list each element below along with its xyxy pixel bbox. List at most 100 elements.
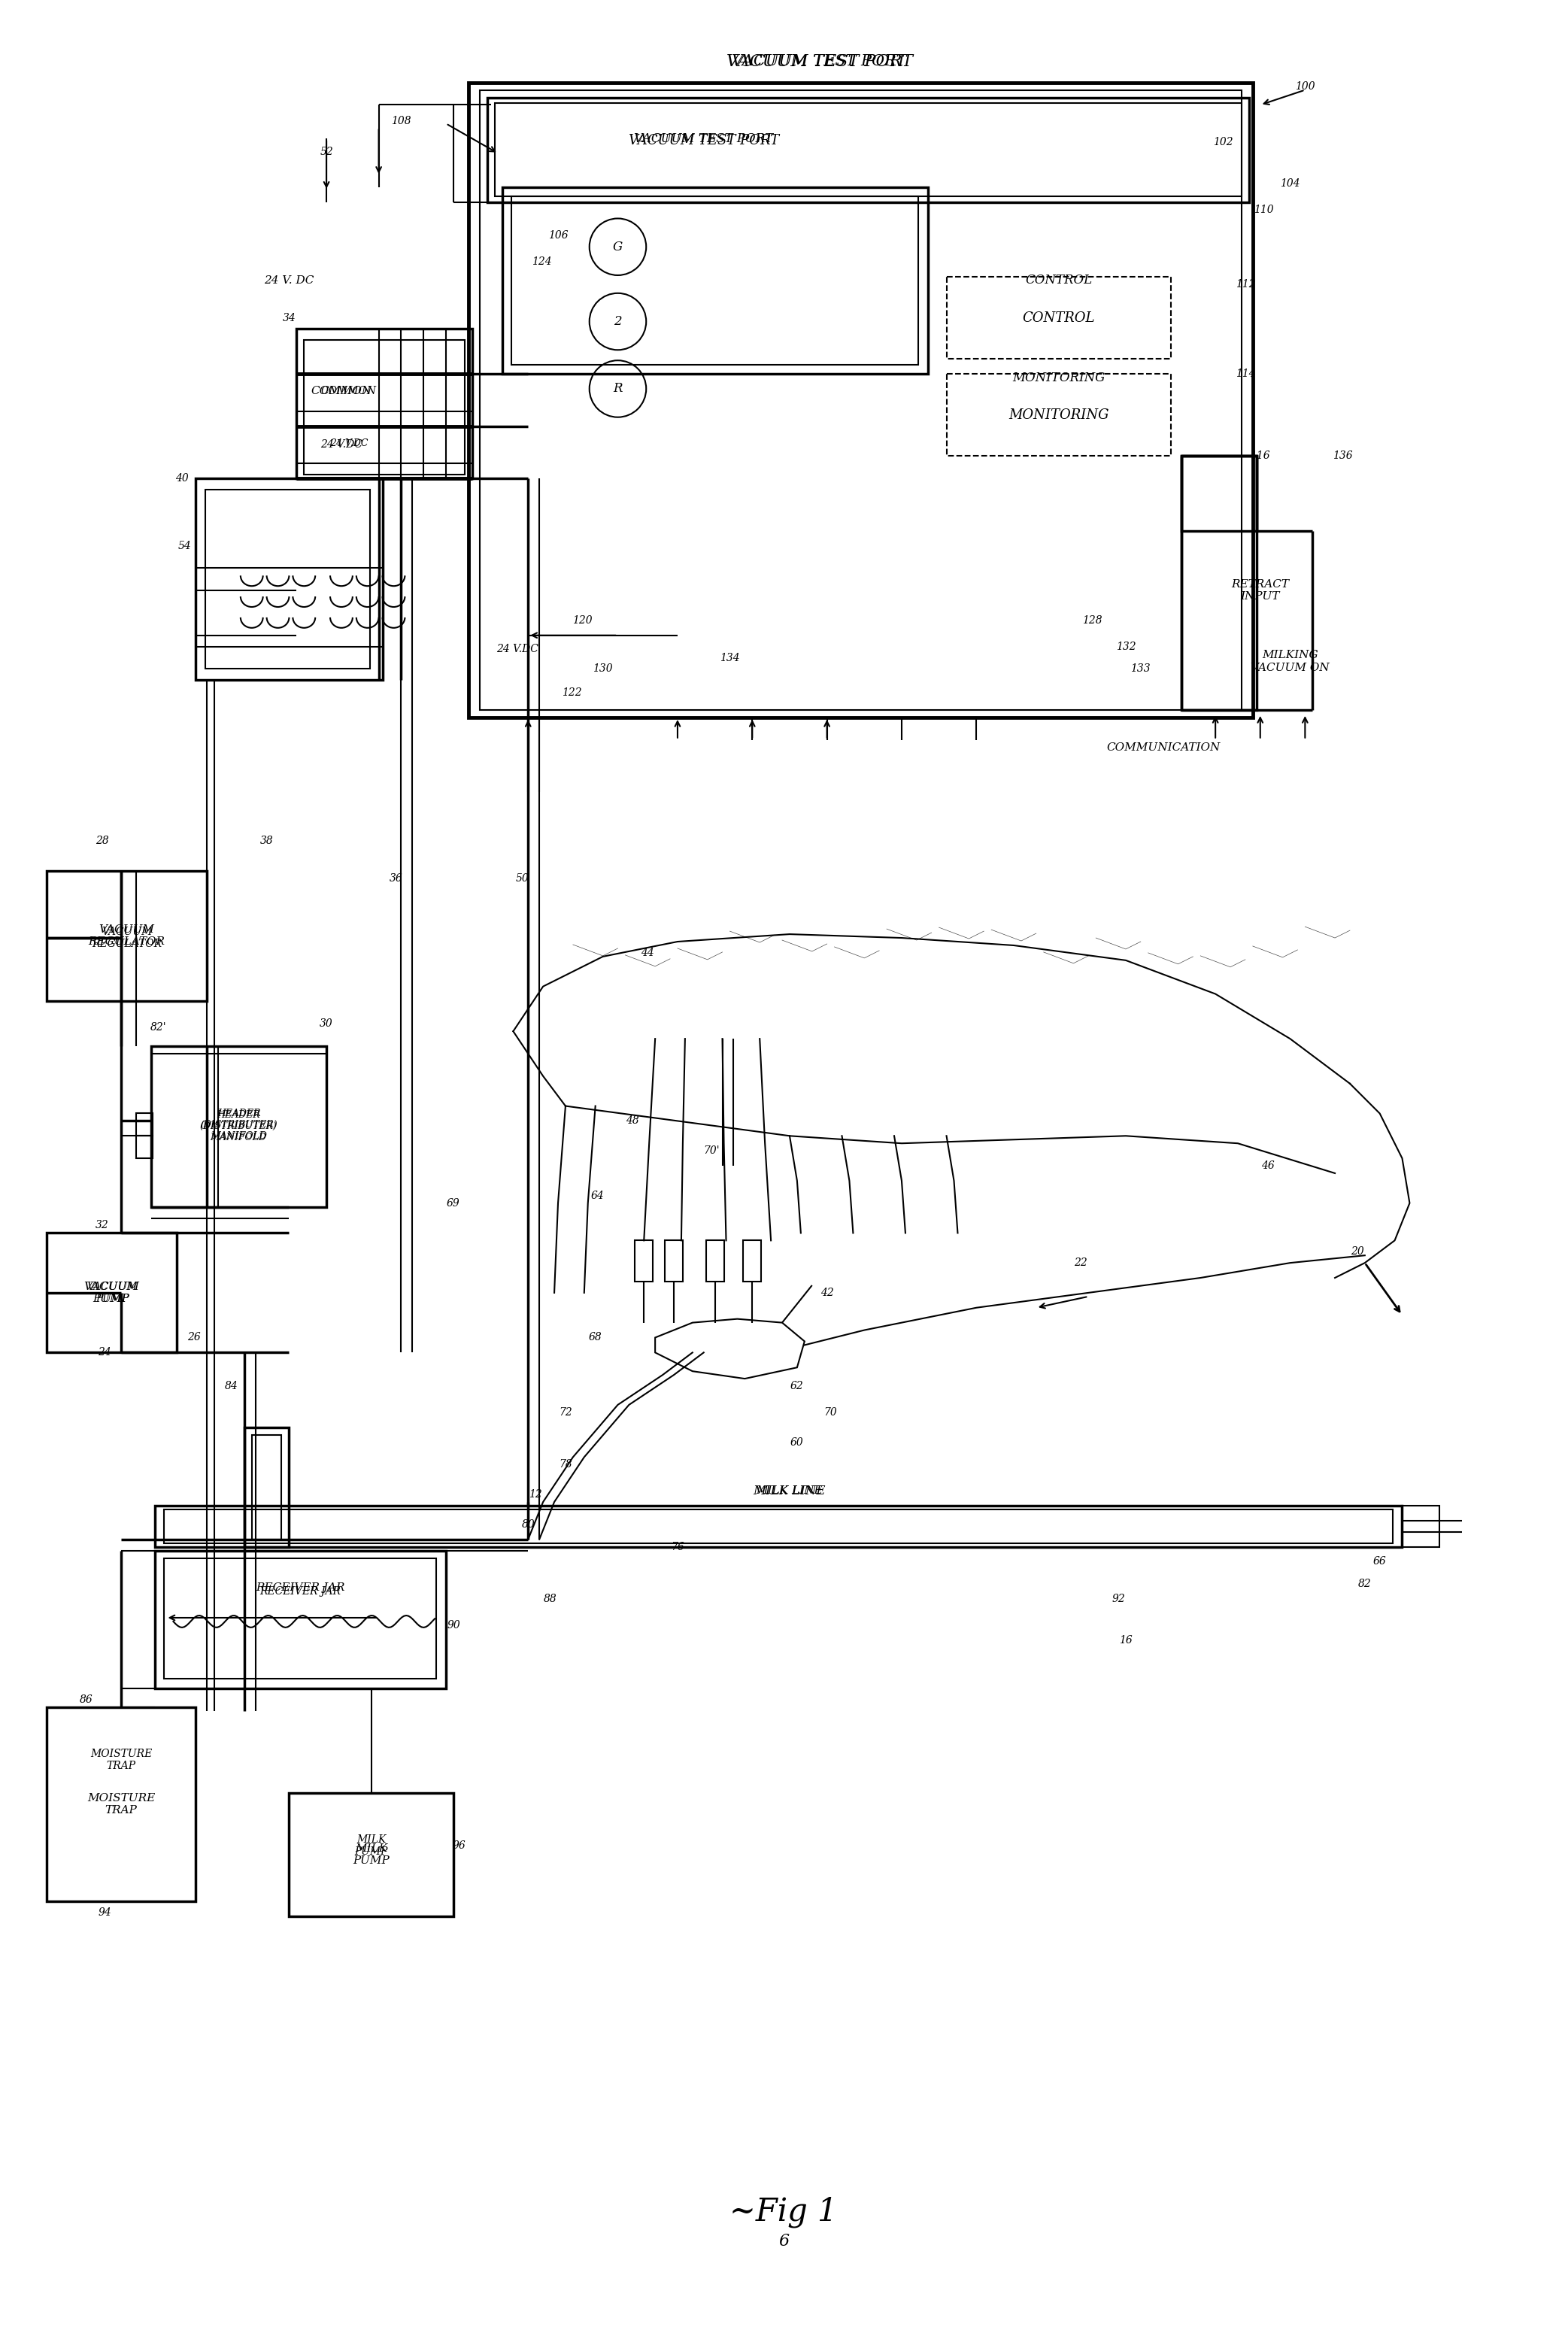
Text: MILK LINE: MILK LINE	[756, 1486, 823, 1495]
Text: 80: 80	[522, 1518, 535, 1530]
Text: COMMON: COMMON	[321, 385, 376, 397]
Bar	[743, 1240, 760, 1282]
Bar	[635, 1240, 652, 1282]
Text: 22: 22	[1074, 1257, 1088, 1268]
Text: 108: 108	[390, 117, 411, 126]
Text: 136: 136	[1333, 451, 1353, 460]
Text: CONTROL: CONTROL	[1022, 311, 1094, 325]
Text: 24: 24	[97, 1348, 111, 1357]
Text: 24 V.DC: 24 V.DC	[497, 642, 539, 654]
Text: 32: 32	[96, 1219, 110, 1231]
Bar	[469, 82, 1253, 717]
Text: COMMUNICATION: COMMUNICATION	[1105, 743, 1220, 752]
Text: 82: 82	[1358, 1579, 1372, 1588]
Bar	[1182, 456, 1256, 530]
Bar	[163, 1509, 1392, 1544]
Text: VACUUM
PUMP: VACUUM PUMP	[83, 1282, 140, 1303]
Text: 70: 70	[825, 1406, 837, 1418]
Bar	[511, 196, 919, 364]
Text: 48: 48	[626, 1117, 640, 1126]
Text: MILK
PUMP: MILK PUMP	[354, 1834, 387, 1857]
Text: 102: 102	[1214, 138, 1232, 147]
Text: 20: 20	[1350, 1247, 1364, 1257]
Text: 106: 106	[547, 231, 568, 241]
Bar	[665, 1240, 682, 1282]
Text: 44: 44	[641, 948, 654, 958]
Text: 60: 60	[790, 1437, 804, 1448]
Text: RETRACT
INPUT: RETRACT INPUT	[1231, 579, 1289, 603]
Text: 68: 68	[588, 1332, 602, 1343]
Text: 16: 16	[1120, 1635, 1132, 1645]
Text: 96: 96	[453, 1841, 466, 1850]
Text: VACUUM TEST PORT: VACUUM TEST PORT	[633, 133, 773, 145]
Text: CONTROL: CONTROL	[1025, 273, 1091, 287]
Text: 84: 84	[224, 1381, 238, 1392]
Bar	[304, 341, 464, 474]
Bar	[480, 91, 1242, 710]
Text: 24 V.DC: 24 V.DC	[320, 439, 362, 451]
Bar	[947, 276, 1171, 360]
Text: R: R	[613, 383, 622, 395]
Text: VACUUM TEST PORT: VACUUM TEST PORT	[726, 54, 913, 70]
Text: 112: 112	[1236, 278, 1256, 290]
Text: 72: 72	[558, 1406, 572, 1418]
Text: 104: 104	[1279, 178, 1300, 189]
Text: 92: 92	[1112, 1593, 1124, 1605]
Text: 88: 88	[544, 1593, 557, 1605]
Bar	[151, 1047, 326, 1208]
Polygon shape	[655, 1320, 804, 1378]
Bar	[196, 479, 383, 680]
Text: 30: 30	[320, 1018, 332, 1030]
Text: VACUUM
PUMP: VACUUM PUMP	[86, 1282, 138, 1303]
Text: VACUUM TEST PORT: VACUUM TEST PORT	[732, 54, 906, 68]
Text: 46: 46	[1261, 1161, 1275, 1170]
Bar	[1402, 1507, 1439, 1546]
Text: VACUUM TEST PORT: VACUUM TEST PORT	[629, 133, 779, 147]
Text: 76: 76	[671, 1542, 684, 1551]
Text: HEADER
(DISTRIBUTER)
MANIFOLD: HEADER (DISTRIBUTER) MANIFOLD	[199, 1110, 278, 1142]
Bar	[136, 1135, 152, 1159]
Text: 50: 50	[516, 874, 528, 883]
Text: G: G	[613, 241, 622, 252]
Text: MILKING
VACUUM ON: MILKING VACUUM ON	[1251, 649, 1330, 673]
Bar	[136, 1114, 152, 1135]
Text: MILK
PUMP: MILK PUMP	[353, 1843, 389, 1866]
Text: 64: 64	[591, 1191, 604, 1201]
Bar	[163, 1558, 436, 1680]
Bar	[252, 1434, 282, 1539]
Text: RECEIVER JAR: RECEIVER JAR	[260, 1586, 340, 1598]
Text: 40: 40	[176, 474, 188, 484]
Text: MONITORING: MONITORING	[1011, 371, 1105, 383]
Text: MOISTURE
TRAP: MOISTURE TRAP	[88, 1794, 155, 1815]
Bar	[502, 187, 928, 374]
Text: 78: 78	[558, 1460, 572, 1469]
Bar	[205, 491, 370, 668]
Text: 6: 6	[778, 2233, 789, 2250]
Text: 82': 82'	[151, 1023, 166, 1033]
Text: ~Fig 1: ~Fig 1	[729, 2196, 837, 2229]
Text: MILK LINE: MILK LINE	[753, 1483, 826, 1497]
Bar	[245, 1427, 289, 1546]
Text: 133: 133	[1131, 663, 1151, 675]
Text: 86: 86	[80, 1694, 93, 1705]
Text: 69: 69	[447, 1198, 459, 1208]
Bar	[289, 1794, 453, 1916]
Text: 54: 54	[177, 540, 191, 551]
Bar	[1182, 456, 1256, 710]
Bar	[947, 374, 1171, 456]
Text: VACUUM
REGULATOR: VACUUM REGULATOR	[93, 927, 162, 948]
Text: 122: 122	[561, 687, 582, 698]
Text: 94: 94	[97, 1909, 111, 1918]
Text: 34: 34	[282, 313, 296, 322]
Bar	[706, 1240, 724, 1282]
Text: 52: 52	[320, 147, 332, 157]
Text: 130: 130	[593, 663, 613, 675]
Text: 24 V. DC: 24 V. DC	[263, 276, 314, 285]
Text: 12: 12	[528, 1490, 543, 1500]
Bar	[488, 98, 1250, 201]
Text: 134: 134	[720, 652, 740, 663]
Bar	[494, 103, 1242, 196]
Text: 24 V.DC: 24 V.DC	[329, 439, 368, 449]
Text: 110: 110	[1254, 203, 1273, 215]
Text: 42: 42	[820, 1287, 834, 1299]
